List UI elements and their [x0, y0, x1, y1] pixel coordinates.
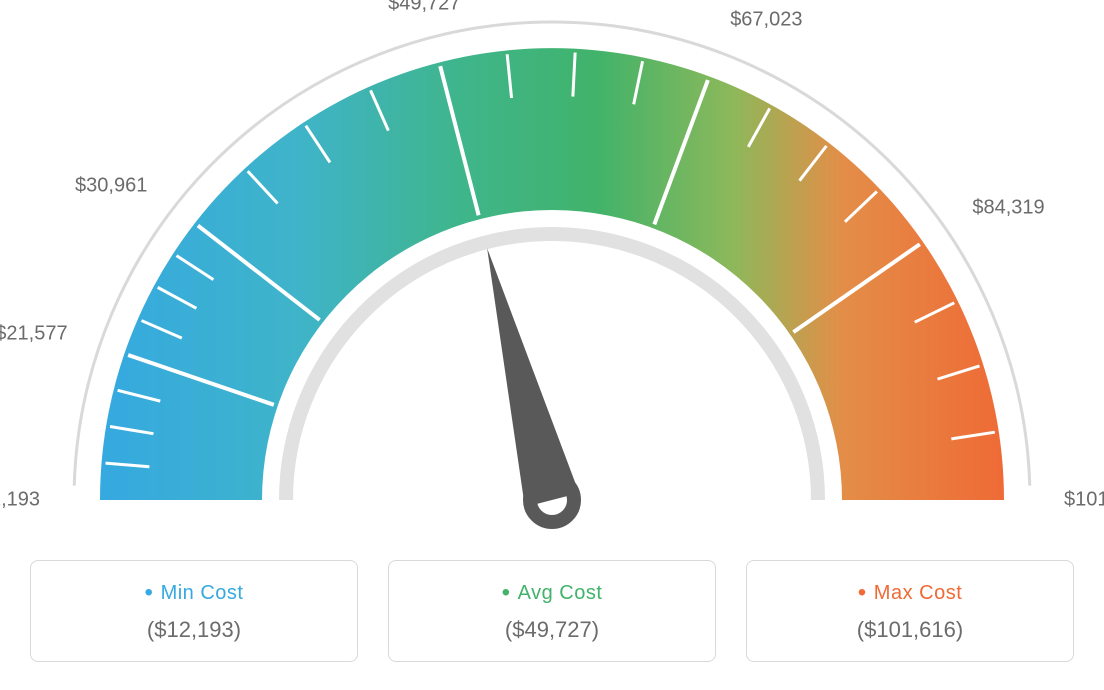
legend-avg-value: ($49,727) — [401, 617, 703, 643]
gauge-tick-label: $30,961 — [75, 175, 147, 198]
legend-avg-label: Avg Cost — [401, 579, 703, 607]
legend-card-avg: Avg Cost ($49,727) — [388, 560, 716, 662]
gauge-tick-label: $84,319 — [972, 196, 1044, 219]
legend-max-label: Max Cost — [759, 579, 1061, 607]
gauge-tick-label: $67,023 — [730, 9, 802, 32]
gauge-tick-label: $101,616 — [1064, 489, 1104, 512]
legend-row: Min Cost ($12,193) Avg Cost ($49,727) Ma… — [30, 560, 1074, 662]
gauge-tick-label: $12,193 — [0, 489, 40, 512]
gauge-svg — [0, 0, 1104, 545]
legend-min-label: Min Cost — [43, 579, 345, 607]
legend-card-min: Min Cost ($12,193) — [30, 560, 358, 662]
legend-min-value: ($12,193) — [43, 617, 345, 643]
legend-card-max: Max Cost ($101,616) — [746, 560, 1074, 662]
gauge-chart: $12,193 $21,577 $30,961 $49,727 $67,023 $84,3… — [0, 0, 1104, 545]
legend-max-value: ($101,616) — [759, 617, 1061, 643]
gauge-tick-label: $49,727 — [388, 0, 460, 16]
gauge-tick-label: $21,577 — [0, 323, 68, 346]
